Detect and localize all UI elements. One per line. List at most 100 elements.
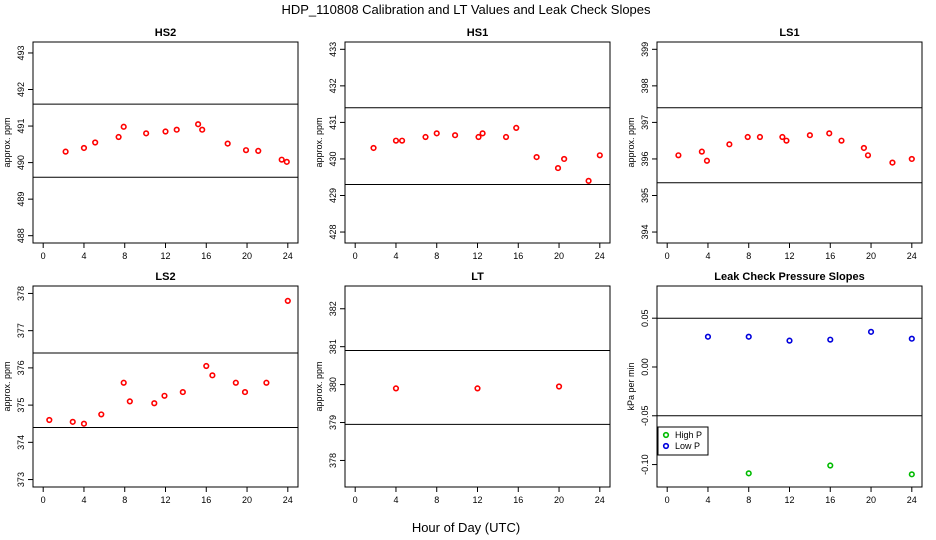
- data-point-high-p: [827, 462, 834, 469]
- x-tick-label: 0: [353, 495, 358, 505]
- x-tick-label: 20: [242, 251, 252, 261]
- y-axis-label: approx. ppm: [314, 361, 324, 411]
- data-point: [370, 144, 377, 152]
- data-point: [209, 372, 216, 379]
- panel-title: LS2: [155, 271, 175, 283]
- legend-marker: [662, 442, 670, 450]
- panel-title: HS2: [155, 27, 176, 39]
- chart-title: HDP_110808 Calibration and LT Values and…: [281, 2, 651, 17]
- x-tick-label: 0: [41, 495, 46, 505]
- x-tick-label: 12: [472, 495, 482, 505]
- x-tick-label: 0: [665, 251, 670, 261]
- x-tick-label: 20: [866, 251, 876, 261]
- data-point: [98, 411, 105, 418]
- legend-label: High P: [675, 430, 702, 440]
- y-tick-label: 399: [640, 42, 650, 57]
- panel-3: LS1 approx. ppm 0 4 8 12 16 20 24 394 395 396 397 398…: [626, 27, 923, 261]
- data-point: [554, 164, 562, 172]
- x-tick-label: 4: [81, 251, 86, 261]
- y-tick-label: 395: [640, 188, 650, 203]
- data-point: [838, 137, 845, 144]
- y-tick-label: -0.10: [640, 454, 650, 475]
- y-tick-label: 381: [328, 339, 338, 354]
- x-tick-label: 16: [513, 251, 523, 261]
- data-point: [69, 418, 76, 425]
- data-point: [433, 130, 440, 137]
- data-point: [179, 388, 186, 396]
- data-point: [860, 144, 868, 152]
- y-axis-label: approx. ppm: [314, 117, 324, 167]
- panel-1: HS2 approx. ppm 0 4 8 12 16 20 24 488 489 490 491 492…: [2, 27, 299, 261]
- data-point: [278, 156, 285, 163]
- y-tick-label: 428: [328, 225, 338, 240]
- data-point: [232, 379, 239, 386]
- y-tick-label: 490: [16, 155, 26, 170]
- x-tick-label: 16: [825, 495, 835, 505]
- data-point: [864, 152, 872, 159]
- data-point: [120, 123, 127, 130]
- data-point: [806, 132, 813, 139]
- data-point-low-p: [867, 328, 875, 335]
- data-point: [92, 139, 99, 146]
- x-tick-label: 8: [122, 251, 127, 261]
- y-tick-label: 431: [328, 115, 338, 130]
- x-tick-label: 12: [160, 495, 170, 505]
- data-point: [120, 379, 127, 386]
- y-tick-label: 378: [16, 286, 26, 301]
- legend-marker: [662, 431, 670, 439]
- x-tick-label: 0: [353, 251, 358, 261]
- panel-title: LS1: [779, 27, 799, 39]
- y-tick-label: 396: [640, 151, 650, 166]
- legend-box: [657, 426, 709, 456]
- data-point-high-p: [908, 471, 915, 478]
- x-tick-label: 8: [122, 495, 127, 505]
- y-tick-label: -0.05: [640, 406, 650, 427]
- x-tick-label: 20: [554, 495, 564, 505]
- data-point: [224, 140, 231, 147]
- x-tick-label: 24: [595, 251, 605, 261]
- data-point: [151, 400, 158, 407]
- y-tick-label: 433: [328, 42, 338, 57]
- data-point: [675, 152, 682, 159]
- y-axis-label: approx. ppm: [2, 361, 12, 411]
- data-point: [585, 177, 592, 184]
- x-tick-label: 24: [907, 495, 917, 505]
- x-tick-label: 16: [513, 495, 523, 505]
- data-point: [199, 126, 206, 133]
- y-axis-label: approx. ppm: [626, 117, 636, 167]
- x-tick-label: 12: [160, 251, 170, 261]
- data-point-low-p: [908, 335, 915, 342]
- y-tick-label: 398: [640, 78, 650, 93]
- x-tick-label: 16: [825, 251, 835, 261]
- x-axis-title: Hour of Day (UTC): [412, 520, 520, 535]
- y-tick-label: 432: [328, 78, 338, 93]
- x-tick-label: 0: [665, 495, 670, 505]
- data-point: [908, 155, 915, 163]
- y-tick-label: 373: [16, 472, 26, 487]
- data-point: [392, 385, 400, 392]
- x-tick-label: 24: [907, 251, 917, 261]
- x-tick-label: 12: [784, 251, 794, 261]
- plot-frame: [656, 41, 923, 244]
- data-point: [698, 148, 705, 155]
- panel-6: Leak Check Pressure Slopes kPa per min 0 4 8…: [626, 271, 923, 505]
- y-axis-label: approx. ppm: [2, 117, 12, 167]
- y-tick-label: 374: [16, 435, 26, 450]
- y-tick-label: 378: [328, 453, 338, 468]
- data-point: [80, 144, 88, 152]
- x-tick-label: 4: [393, 495, 398, 505]
- y-tick-label: 394: [640, 225, 650, 240]
- data-point: [203, 362, 210, 370]
- data-point: [255, 147, 262, 155]
- plot-frame: [344, 41, 611, 244]
- data-point: [284, 297, 291, 304]
- data-point: [173, 126, 180, 133]
- x-tick-label: 4: [705, 251, 710, 261]
- data-point: [756, 133, 764, 141]
- x-tick-label: 20: [554, 251, 564, 261]
- y-tick-label: 493: [16, 45, 26, 60]
- data-point: [561, 155, 568, 163]
- data-point: [143, 130, 150, 137]
- data-point: [596, 152, 603, 159]
